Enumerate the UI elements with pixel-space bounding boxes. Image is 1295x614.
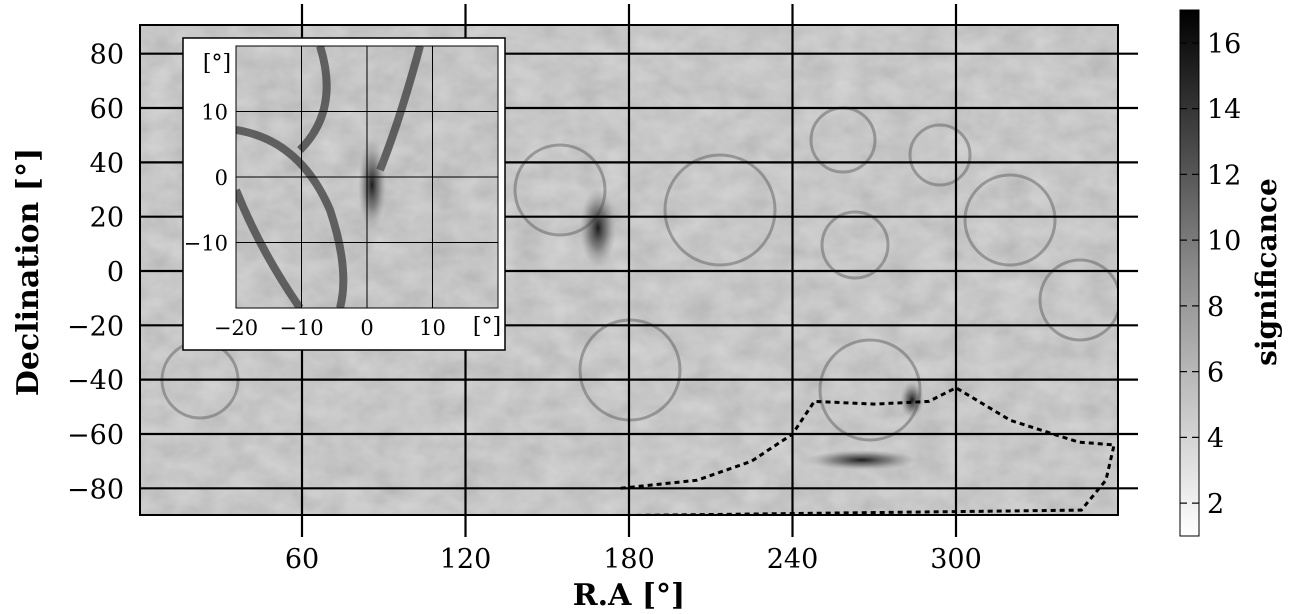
y-tick-label: 80 (90, 40, 124, 71)
y-axis-label: Declination [°] (11, 148, 46, 396)
colorbar-tick-label: 8 (1207, 292, 1224, 323)
x-tick-label: 180 (603, 544, 655, 575)
inset-y-tick-label: 0 (215, 166, 228, 190)
colorbar-tick-label: 10 (1207, 226, 1241, 257)
y-tick-label: 60 (90, 94, 124, 125)
inset-x-tick-label: 10 (419, 316, 446, 340)
colorbar-tick-label: 4 (1207, 423, 1224, 454)
x-tick-label: 240 (767, 544, 819, 575)
inset-grid (236, 46, 498, 308)
x-tick-label: 60 (285, 544, 319, 575)
inset-x-tick-label: 0 (360, 316, 373, 340)
inset-y-tick-labels: 10 0 −10 (184, 101, 228, 256)
colorbar-ticks: 16 14 12 10 8 6 4 2 (1180, 29, 1241, 520)
hotspot (580, 188, 616, 268)
y-tick-label: −40 (67, 366, 124, 397)
inset-y-tick-label: 10 (201, 101, 228, 125)
y-tick-label: −20 (67, 311, 124, 342)
colorbar: 16 14 12 10 8 6 4 2 significance (1179, 9, 1283, 537)
colorbar-tick-label: 2 (1207, 489, 1224, 520)
x-tick-label: 120 (440, 544, 492, 575)
y-tick-label: −60 (67, 420, 124, 451)
colorbar-tick-label: 6 (1207, 358, 1224, 389)
inset-y-tick-label: −10 (184, 232, 228, 256)
colorbar-tick-label: 16 (1207, 29, 1241, 60)
y-tick-label: 20 (90, 203, 124, 234)
ring-structures (160, 106, 1118, 442)
hotspot (807, 450, 917, 470)
y-tick-label: 40 (90, 148, 124, 179)
colorbar-label: significance (1250, 178, 1283, 366)
colorbar-tick-label: 12 (1207, 160, 1241, 191)
exposure-boundary (620, 386, 1116, 515)
inset-x-tick-labels: −20 −10 0 10 (214, 316, 446, 340)
hotspot (900, 382, 924, 418)
y-tick-label: 0 (107, 257, 124, 288)
x-tick-label: 300 (930, 544, 982, 575)
x-tick-labels: 60 120 180 240 300 (285, 544, 982, 575)
x-axis-label: R.A [°] (573, 578, 686, 613)
inset-hotspot (358, 140, 386, 230)
inset-x-tick-label: −20 (214, 316, 258, 340)
y-tick-labels: 80 60 40 20 0 −20 −40 −60 −80 (67, 40, 124, 506)
inset-x-tick-label: −10 (279, 316, 323, 340)
inset-y-unit: [°] (203, 51, 231, 76)
y-tick-label: −80 (67, 474, 124, 505)
inset-x-unit: [°] (473, 314, 501, 339)
grid-extension (300, 4, 1138, 537)
colorbar-tick-label: 14 (1207, 95, 1241, 126)
inset-panel: −20 −10 0 10 10 0 −10 [°] [°] (182, 37, 506, 351)
